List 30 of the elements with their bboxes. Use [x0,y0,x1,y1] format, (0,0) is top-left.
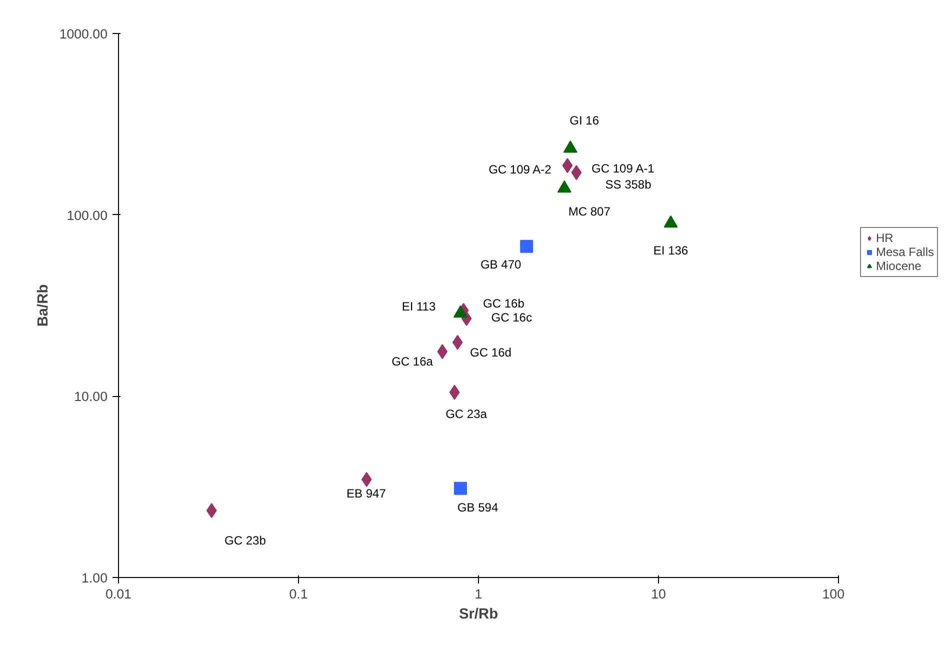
annotation: GB 594 [457,500,498,514]
x-tick-label: 10 [651,586,666,602]
y-axis-title: Ba/Rb [35,284,52,327]
legend-label: Mesa Falls [876,245,934,259]
x-tick-label: 100 [822,586,845,602]
annotation: EI 113 [402,300,436,314]
annotation: GC 23b [224,534,266,548]
legend-label: Miocene [876,259,922,273]
annotation: GC 16a [392,354,434,369]
y-tick-label: 100.00 [66,208,108,223]
y-tick-label: 1.00 [82,570,108,586]
y-tick-label: 10.00 [74,389,108,404]
annotation: MC 807 [568,204,611,218]
annotation: GC 16b [483,296,525,310]
legend-label: HR [876,231,894,245]
annotation: EI 136 [653,244,688,258]
y-tick-label: 1000.00 [59,26,108,42]
annotation: EB 947 [346,486,386,501]
x-tick-label: 0.1 [289,586,308,602]
x-tick-label: 0.01 [106,586,132,602]
annotation: SS 358b [605,178,652,192]
annotation: GC 16c [491,310,532,324]
annotation: GI 16 [570,114,600,128]
annotation: GC 109 A-2 [488,162,552,176]
annotation: GC 109 A-1 [592,161,655,176]
annotation: GC 23a [446,406,488,421]
annotation: GB 470 [480,258,522,272]
annotation: GC 16d [470,345,512,360]
x-tick-label: 1 [474,586,482,602]
x-axis-title: Sr/Rb [458,606,498,622]
